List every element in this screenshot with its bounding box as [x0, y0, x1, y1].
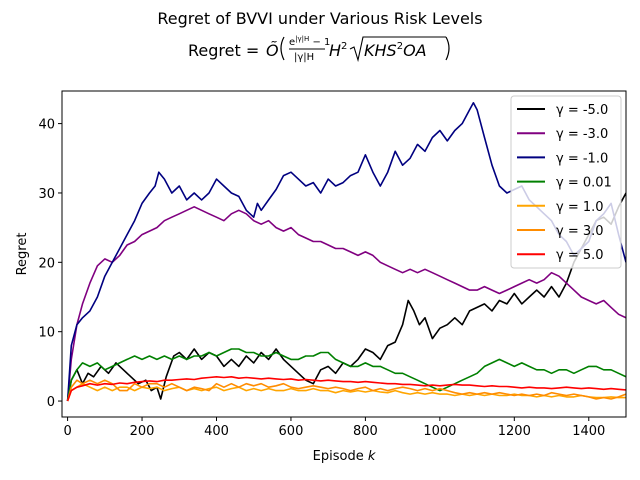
plot-frame	[61, 90, 627, 418]
y-tick-label-4: 40	[38, 118, 55, 133]
y-tick-label-3: 30	[38, 187, 55, 202]
x-axis-label: Episode k	[313, 449, 376, 464]
x-tick-label-5: 1000	[423, 424, 456, 439]
subtitle-prefix: Regret =	[188, 41, 259, 60]
legend-label-3: γ = 0.01	[556, 176, 612, 191]
y-tick-label-2: 20	[38, 256, 55, 271]
y-tick-label-1: 10	[38, 326, 55, 341]
y-tick-label-0: 0	[47, 395, 55, 410]
x-axis-ticks: 0 200 400 600 800 1000 1200 1400	[63, 417, 605, 439]
legend-label-0: γ = -5.0	[556, 103, 608, 118]
x-tick-label-2: 400	[204, 424, 229, 439]
y-axis-label: Regret	[15, 233, 30, 276]
series-line-1	[66, 206, 626, 402]
x-tick-label-7: 1400	[572, 424, 605, 439]
legend: γ = -5.0 γ = -3.0 γ = -1.0 γ = 0.01 γ = 1.0 γ…	[510, 95, 622, 269]
legend-label-1: γ = -3.0	[556, 127, 608, 142]
formula-sqrt-sign	[349, 36, 446, 63]
chart-title: Regret of BVVI under Various Risk Levels	[157, 9, 482, 28]
formula-right-paren	[445, 36, 450, 61]
formula-denominator: |γ|H	[294, 52, 314, 63]
legend-label-5: γ = 3.0	[556, 224, 604, 239]
legend-box	[510, 95, 622, 269]
legend-label-6: γ = 5.0	[556, 248, 604, 263]
x-tick-label-3: 600	[279, 424, 304, 439]
legend-label-2: γ = -1.0	[556, 151, 608, 166]
x-tick-label-6: 1200	[498, 424, 531, 439]
formula-left-paren	[280, 36, 285, 61]
formula-radicand: KHS2OA	[364, 41, 427, 60]
x-tick-label-4: 800	[353, 424, 378, 439]
series-line-5	[66, 379, 626, 402]
series-line-0	[66, 192, 626, 402]
series-line-3	[66, 348, 626, 402]
legend-label-4: γ = 1.0	[556, 200, 604, 215]
series-line-6	[66, 376, 626, 402]
x-tick-label-1: 200	[130, 424, 155, 439]
y-axis-ticks: 0 10 20 30 40	[38, 118, 62, 410]
formula-o-tilde: Õ	[266, 41, 279, 60]
x-tick-label-0: 0	[63, 424, 71, 439]
series-line-4	[66, 382, 626, 402]
